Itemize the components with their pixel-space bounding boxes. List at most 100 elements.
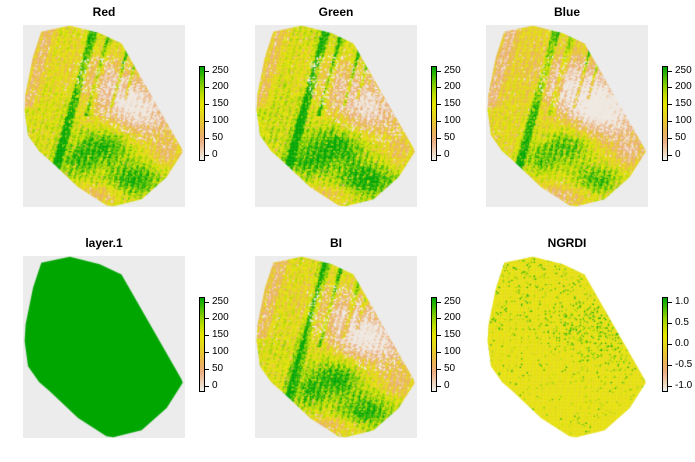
raster-panel-layer-1: layer.1 250 200 150 100 50 0	[0, 231, 232, 462]
legend-tick	[205, 368, 209, 370]
legend-tick-label: -0.5	[675, 358, 693, 370]
raster-panel-red: Red 250 200 150 100 50 0	[0, 0, 232, 231]
legend-tick	[437, 137, 441, 139]
legend-tick-label: 150	[212, 98, 229, 110]
legend-tick	[205, 87, 209, 89]
legend-tick-label: 100	[444, 345, 461, 357]
legend-tick-label: 200	[212, 81, 229, 93]
legend-tick	[668, 154, 672, 156]
legend-tick-label: 50	[444, 362, 456, 374]
legend-tick-label: 1.0	[675, 295, 689, 307]
legend-tick-label: 250	[675, 64, 692, 76]
legend-tick-label: 0	[444, 148, 450, 160]
panel-title: NGRDI	[547, 236, 587, 250]
legend-tick-label: -1.0	[675, 379, 693, 391]
legend-tick	[205, 301, 209, 303]
legend-tick	[437, 351, 441, 353]
legend-tick	[205, 120, 209, 122]
legend-tick-label: 0.5	[675, 316, 689, 328]
legend-tick-label: 50	[212, 131, 224, 143]
legend-tick-label: 200	[675, 81, 692, 93]
panel-title: BI	[330, 236, 342, 250]
panel-title: Red	[92, 5, 116, 19]
legend-tick	[668, 70, 672, 72]
legend-tick	[437, 368, 441, 370]
legend-tick-label: 200	[444, 81, 461, 93]
legend-tick	[437, 104, 441, 106]
legend-tick	[205, 137, 209, 139]
raster-canvas	[486, 25, 648, 207]
legend-tick-label: 0	[212, 148, 218, 160]
legend-tick-label: 250	[212, 295, 229, 307]
raster-canvas	[255, 256, 417, 438]
raster-canvas	[23, 256, 185, 438]
plot-area	[486, 256, 648, 438]
plot-area	[255, 25, 417, 207]
legend-tick-label: 50	[444, 131, 456, 143]
legend-tick-label: 50	[212, 362, 224, 374]
legend-tick-label: 0	[444, 379, 450, 391]
legend-colorbar	[199, 297, 205, 392]
legend-tick-label: 200	[444, 312, 461, 324]
legend-colorbar	[662, 297, 668, 392]
legend-tick	[205, 335, 209, 337]
legend-tick	[205, 318, 209, 320]
legend-tick	[668, 301, 672, 303]
legend-tick-label: 250	[444, 64, 461, 76]
legend-colorbar	[662, 66, 668, 161]
legend-tick	[668, 385, 672, 387]
legend-tick-label: 100	[212, 114, 229, 126]
legend-tick-label: 150	[444, 329, 461, 341]
legend-tick-label: 150	[212, 329, 229, 341]
raster-canvas	[23, 25, 185, 207]
legend-tick-label: 0.0	[675, 337, 689, 349]
legend-tick	[437, 120, 441, 122]
legend-tick	[668, 104, 672, 106]
legend-tick-label: 0	[212, 379, 218, 391]
legend-tick	[437, 385, 441, 387]
legend-tick	[437, 70, 441, 72]
raster-panel-green: Green 250 200 150 100 50 0	[232, 0, 464, 231]
plot-area	[486, 25, 648, 207]
legend-tick	[668, 137, 672, 139]
legend-tick	[205, 70, 209, 72]
legend-tick-label: 150	[444, 98, 461, 110]
legend-tick-label: 200	[212, 312, 229, 324]
legend-tick	[437, 87, 441, 89]
panel-title: layer.1	[85, 236, 123, 250]
legend-tick	[668, 120, 672, 122]
legend-colorbar	[431, 66, 437, 161]
raster-canvas	[255, 25, 417, 207]
legend-tick	[437, 318, 441, 320]
legend-tick	[668, 87, 672, 89]
raster-panel-ngrdi: NGRDI 1.0 0.5 0.0 -0.5 -1.0	[463, 231, 695, 462]
legend-tick-label: 0	[675, 148, 681, 160]
raster-panel-blue: Blue 250 200 150 100 50 0	[463, 0, 695, 231]
legend-colorbar	[431, 297, 437, 392]
raster-canvas	[486, 256, 648, 438]
legend-tick	[205, 385, 209, 387]
legend-tick	[437, 301, 441, 303]
legend-tick-label: 100	[444, 114, 461, 126]
plot-area	[23, 25, 185, 207]
panel-title: Green	[318, 5, 354, 19]
legend-tick	[205, 351, 209, 353]
legend-tick-label: 150	[675, 98, 692, 110]
legend-colorbar	[199, 66, 205, 161]
legend-tick-label: 100	[212, 345, 229, 357]
plot-area	[23, 256, 185, 438]
legend-tick	[668, 364, 672, 366]
panel-title: Blue	[553, 5, 580, 19]
legend-tick	[668, 343, 672, 345]
raster-panel-bi: BI 250 200 150 100 50 0	[232, 231, 464, 462]
legend-tick	[205, 104, 209, 106]
legend-tick-label: 250	[444, 295, 461, 307]
legend-tick	[668, 322, 672, 324]
legend-tick	[437, 154, 441, 156]
legend-tick	[205, 154, 209, 156]
plot-area	[255, 256, 417, 438]
legend-tick-label: 50	[675, 131, 687, 143]
legend-tick-label: 250	[212, 64, 229, 76]
legend-tick-label: 100	[675, 114, 692, 126]
